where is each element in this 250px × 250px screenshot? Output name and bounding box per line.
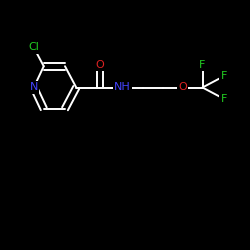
Text: O: O (178, 82, 187, 92)
Text: Cl: Cl (28, 42, 39, 52)
Text: O: O (96, 60, 104, 70)
Text: NH: NH (114, 82, 131, 92)
Text: N: N (30, 82, 38, 92)
Text: F: F (199, 60, 206, 70)
Text: F: F (220, 94, 227, 104)
Text: F: F (220, 71, 227, 81)
